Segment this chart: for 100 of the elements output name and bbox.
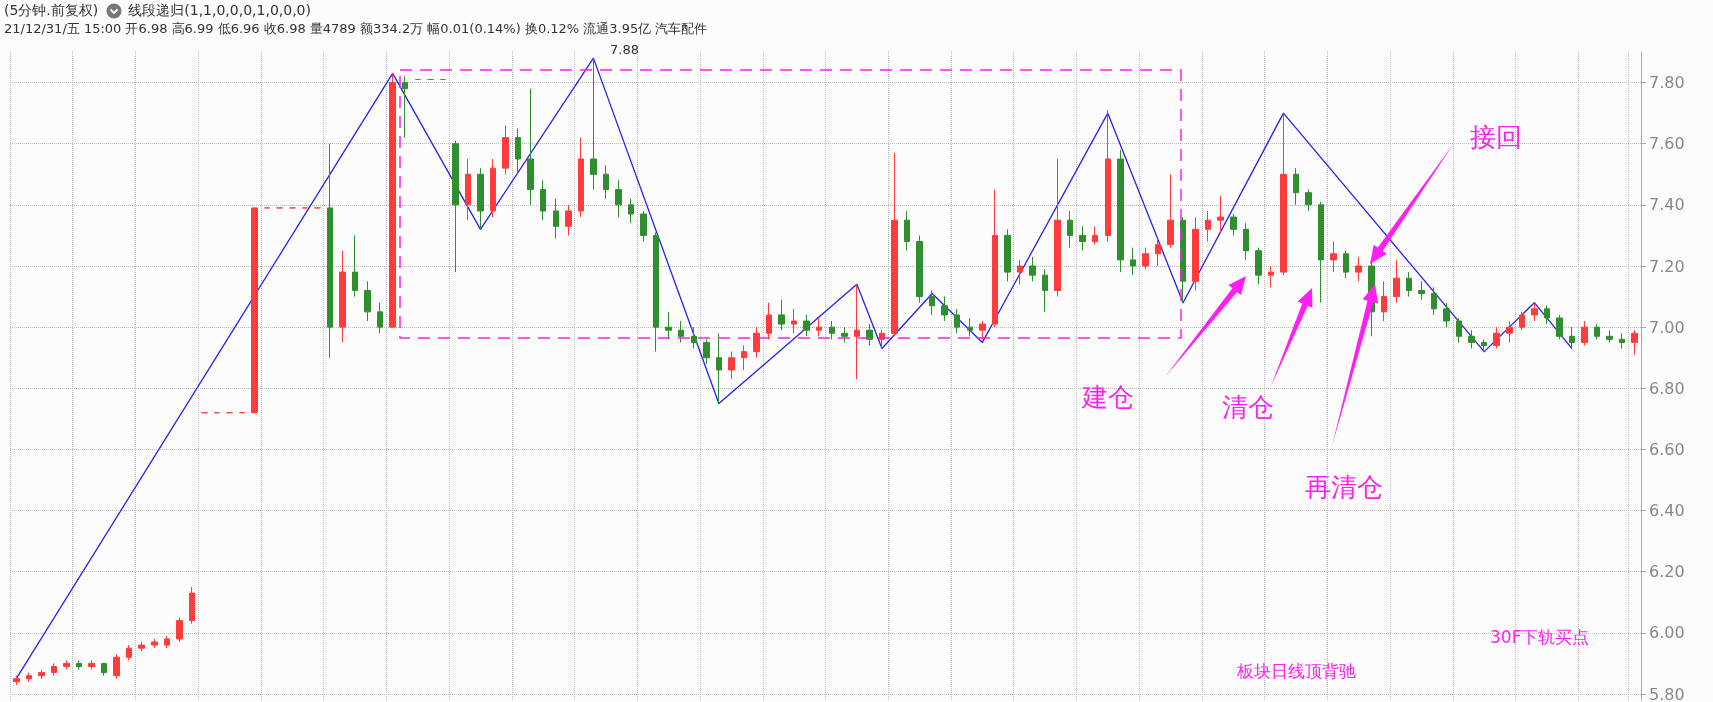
candlestick bbox=[578, 137, 584, 218]
candlestick bbox=[979, 320, 986, 340]
candlestick bbox=[1581, 320, 1588, 346]
y-tick-label: 7.60 bbox=[1649, 134, 1685, 154]
candlestick bbox=[1393, 259, 1400, 304]
candlestick bbox=[829, 320, 835, 340]
candlestick bbox=[1406, 271, 1412, 298]
candlestick bbox=[13, 675, 20, 686]
candlestick bbox=[954, 308, 960, 334]
candlestick bbox=[352, 234, 358, 298]
candlestick bbox=[38, 669, 45, 680]
candlestick bbox=[1418, 280, 1425, 301]
candlestick bbox=[101, 662, 107, 677]
candlestick bbox=[1531, 302, 1538, 322]
candlestick bbox=[364, 280, 371, 322]
candlestick bbox=[1456, 317, 1462, 343]
candlestick bbox=[1105, 109, 1111, 243]
candlestick bbox=[916, 234, 923, 304]
annotation: 7.88 bbox=[610, 42, 639, 57]
candlestick bbox=[327, 143, 333, 359]
candlestick bbox=[88, 659, 95, 671]
candlestick bbox=[540, 179, 546, 221]
candlestick bbox=[1318, 201, 1324, 304]
candlestick bbox=[1192, 216, 1199, 291]
y-tick-label: 6.40 bbox=[1649, 501, 1685, 521]
candlestick bbox=[452, 140, 459, 273]
candlestick bbox=[76, 659, 82, 671]
candlestick bbox=[1017, 259, 1023, 285]
candlestick bbox=[1167, 173, 1174, 249]
candlestick bbox=[1117, 149, 1124, 273]
candlestick bbox=[741, 344, 747, 371]
annotation: 建仓 bbox=[1082, 381, 1134, 414]
candlestick bbox=[1243, 222, 1249, 261]
candlestick bbox=[151, 638, 158, 649]
candlestick bbox=[1054, 158, 1061, 298]
candlestick bbox=[1569, 326, 1575, 350]
candlestick bbox=[51, 662, 57, 677]
annotation: 30F下轨买点 bbox=[1490, 626, 1590, 649]
candlestick bbox=[1606, 329, 1613, 343]
candlestick bbox=[63, 659, 70, 671]
candlestick bbox=[1042, 268, 1048, 313]
candlestick bbox=[126, 644, 132, 661]
candlestick bbox=[816, 317, 822, 337]
candlestick bbox=[791, 308, 797, 334]
candlestick bbox=[477, 167, 484, 230]
candlestick bbox=[640, 210, 647, 243]
candlestick bbox=[502, 124, 509, 175]
y-tick-label: 7.00 bbox=[1649, 317, 1685, 337]
candlestick bbox=[1092, 225, 1098, 246]
candlestick bbox=[1481, 338, 1487, 353]
candlestick bbox=[1142, 247, 1149, 270]
candlestick bbox=[929, 289, 935, 316]
y-tick-label: 6.00 bbox=[1649, 623, 1685, 643]
candlestick bbox=[1343, 250, 1349, 279]
candlestick bbox=[1067, 210, 1073, 249]
candlestick bbox=[113, 653, 120, 680]
candlestick bbox=[1255, 247, 1262, 285]
candlestick bbox=[1519, 311, 1525, 331]
candlestick bbox=[251, 207, 258, 414]
candlestick bbox=[1381, 280, 1387, 322]
candlestick bbox=[490, 158, 496, 218]
y-tick-label: 6.60 bbox=[1649, 439, 1685, 459]
candlestick bbox=[1431, 286, 1437, 316]
candlestick bbox=[389, 72, 396, 328]
candlestick bbox=[1330, 241, 1337, 273]
candlestick bbox=[678, 320, 684, 343]
candlestick bbox=[603, 164, 609, 200]
candlestick bbox=[854, 283, 860, 380]
candlestick bbox=[1355, 256, 1362, 282]
chart-title: (5分钟.前复权) bbox=[4, 2, 99, 20]
y-tick-label: 7.20 bbox=[1649, 256, 1685, 276]
candlestick bbox=[653, 231, 659, 353]
candlestick bbox=[465, 158, 471, 221]
text: 21/12/31/五 15:00 开6.98 高6.99 低6.96 收6.98 量4789 额334.2万 幅0.01(0.14%) 换0.12% 流通3.95亿 汽车配件 bbox=[4, 20, 708, 38]
candlestick bbox=[803, 314, 810, 337]
annotation: 接回 bbox=[1470, 121, 1522, 154]
candlestick bbox=[615, 179, 622, 218]
candlestick bbox=[778, 299, 785, 331]
candlestick bbox=[1594, 323, 1600, 340]
line-series bbox=[15, 57, 1573, 680]
candlestick bbox=[1493, 326, 1500, 350]
candlestick bbox=[703, 338, 710, 365]
candlestick bbox=[716, 332, 722, 405]
candlestick bbox=[1004, 228, 1011, 282]
candlestick bbox=[1280, 112, 1287, 276]
candlestick bbox=[1544, 305, 1550, 325]
candlestick bbox=[527, 88, 534, 206]
y-tick-label: 7.80 bbox=[1649, 73, 1685, 93]
candlestick bbox=[1079, 225, 1086, 252]
annotation: 再清仓 bbox=[1305, 471, 1383, 504]
annotation: 板块日线顶背驰 bbox=[1237, 660, 1356, 683]
candlestick bbox=[402, 75, 408, 139]
candlestick bbox=[1506, 320, 1513, 343]
candlestick bbox=[1130, 247, 1136, 276]
candlestick bbox=[176, 617, 183, 643]
y-tick-label: 5.80 bbox=[1649, 684, 1685, 702]
candlestick bbox=[515, 127, 521, 175]
candlestick bbox=[189, 586, 195, 625]
candlestick bbox=[1556, 314, 1563, 340]
candlestick bbox=[992, 189, 998, 328]
